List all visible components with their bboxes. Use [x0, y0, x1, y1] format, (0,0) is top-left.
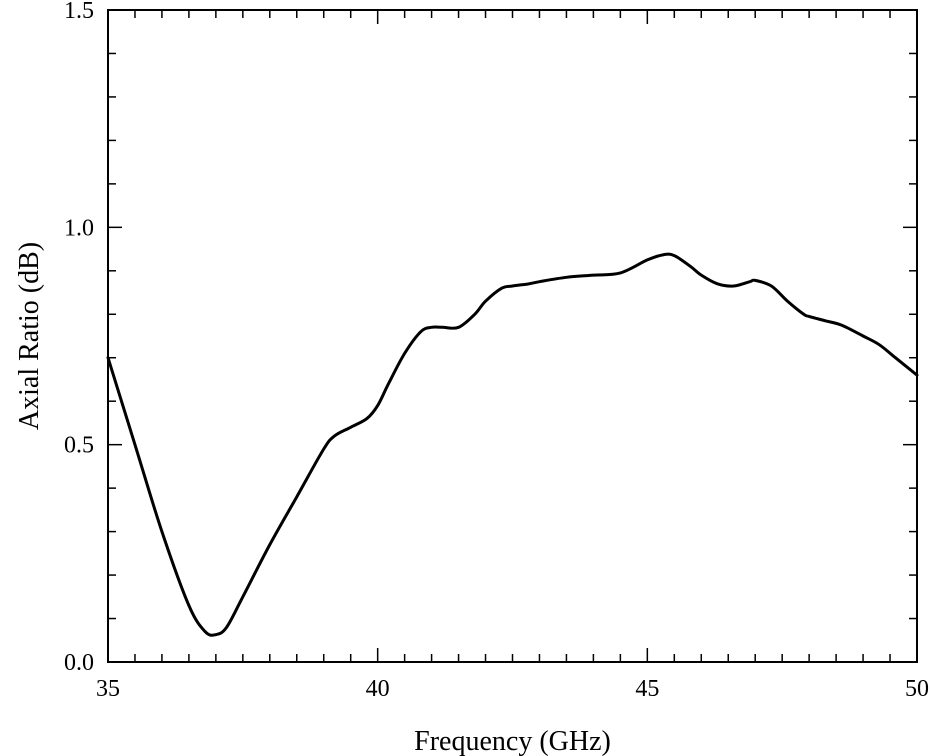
- plot-frame: [107, 9, 918, 663]
- x-axis-label: Frequency (GHz): [414, 726, 611, 756]
- y-axis-label: Axial Ratio (dB): [14, 242, 45, 430]
- y-tick-label: 1.0: [64, 215, 94, 241]
- y-tick-label: 0.0: [64, 650, 94, 676]
- axial-ratio-series-line: [106, 252, 919, 637]
- x-tick-label: 50: [905, 676, 929, 702]
- x-tick-label: 45: [635, 676, 659, 702]
- series-layer: [106, 252, 919, 637]
- x-tick-label: 35: [96, 676, 120, 702]
- ticks-layer: [107, 9, 918, 663]
- x-tick-label: 40: [366, 676, 390, 702]
- tick-labels-layer: 35 40 45 50 0.0 0.5 1.0 1.5: [64, 0, 929, 702]
- y-tick-label: 0.5: [64, 433, 94, 459]
- y-tick-label: 1.5: [64, 0, 94, 24]
